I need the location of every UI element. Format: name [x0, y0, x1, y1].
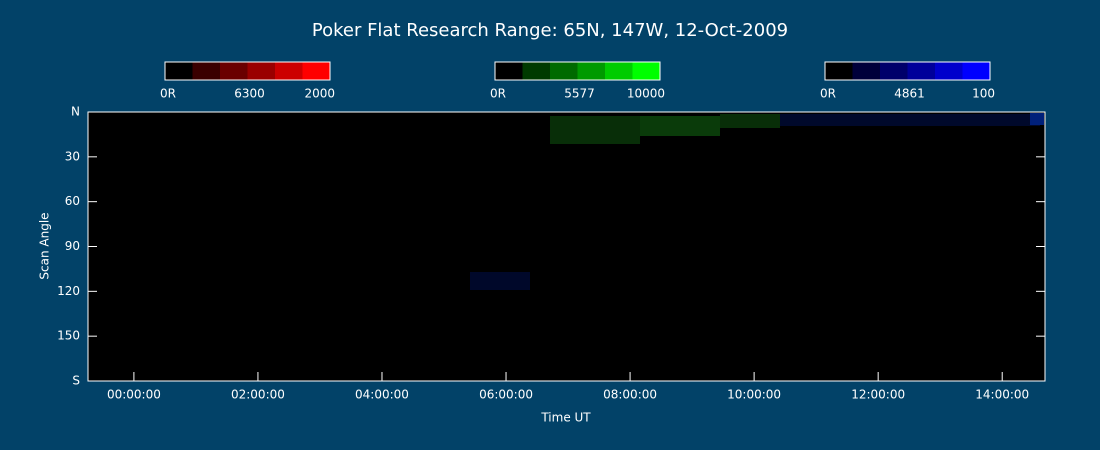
colorbar-segment [632, 62, 661, 80]
x-tick-label: 06:00:00 [479, 388, 533, 402]
x-tick-label: 02:00:00 [231, 388, 285, 402]
blue-emission [780, 114, 1040, 126]
y-tick-label: 120 [57, 284, 80, 298]
chart-title: Poker Flat Research Range: 65N, 147W, 12… [312, 20, 788, 41]
colorbar-segment [852, 62, 881, 80]
aurora-texture [470, 113, 1044, 290]
colorbar-segment [165, 62, 193, 80]
colorbar-label: 6300 [234, 87, 265, 101]
y-axis-label: Scan Angle [38, 212, 52, 279]
colorbar-label: 0R [820, 87, 836, 101]
colorbar-frame [164, 61, 331, 81]
colorbar-label: 10000 [627, 87, 665, 101]
colorbar-segment [247, 62, 276, 80]
x-axis-label: Time UT [540, 411, 591, 425]
y-tick-label: 90 [65, 239, 80, 253]
x-tick-label: 08:00:00 [603, 388, 657, 402]
blue-emission [1030, 113, 1044, 125]
colorbar-segment [192, 62, 221, 80]
x-tick-label: 12:00:00 [851, 388, 905, 402]
colorbar-segment [605, 62, 633, 80]
y-tick-label: S [72, 374, 80, 388]
colorbar-label: 0R [160, 87, 176, 101]
x-tick-label: 14:00:00 [975, 388, 1029, 402]
colorbar-segment [825, 62, 853, 80]
x-tick-label: 00:00:00 [107, 388, 161, 402]
colorbar-segment [220, 62, 248, 80]
colorbar-segment [880, 62, 908, 80]
colorbar-segment [522, 62, 551, 80]
colorbar-segment [962, 62, 991, 80]
colorbar-label: 100 [972, 87, 995, 101]
x-tick-label: 04:00:00 [355, 388, 409, 402]
colorbar-segment [302, 62, 331, 80]
colorbar-segment [935, 62, 963, 80]
colorbar-label: 4861 [894, 87, 925, 101]
colorbar-segment [495, 62, 523, 80]
y-tick-label: 60 [65, 194, 80, 208]
colorbar-frame [824, 61, 991, 81]
colorbar-label: 5577 [564, 87, 595, 101]
green-emission [720, 114, 780, 128]
colorbar-segment [907, 62, 936, 80]
x-tick-label: 10:00:00 [727, 388, 781, 402]
green-emission [550, 116, 640, 144]
colorbar-label: 2000 [304, 87, 335, 101]
plot-area [88, 112, 1045, 381]
colorbar-segment [275, 62, 303, 80]
colorbar-label: 0R [490, 87, 506, 101]
y-tick-label: N [71, 105, 80, 119]
colorbar-segment [577, 62, 606, 80]
colorbar-frame [494, 61, 661, 81]
colorbar-segment [550, 62, 578, 80]
blue-emission [470, 272, 530, 290]
y-tick-label: 30 [65, 149, 80, 163]
y-tick-label: 150 [57, 329, 80, 343]
green-emission [640, 116, 720, 136]
